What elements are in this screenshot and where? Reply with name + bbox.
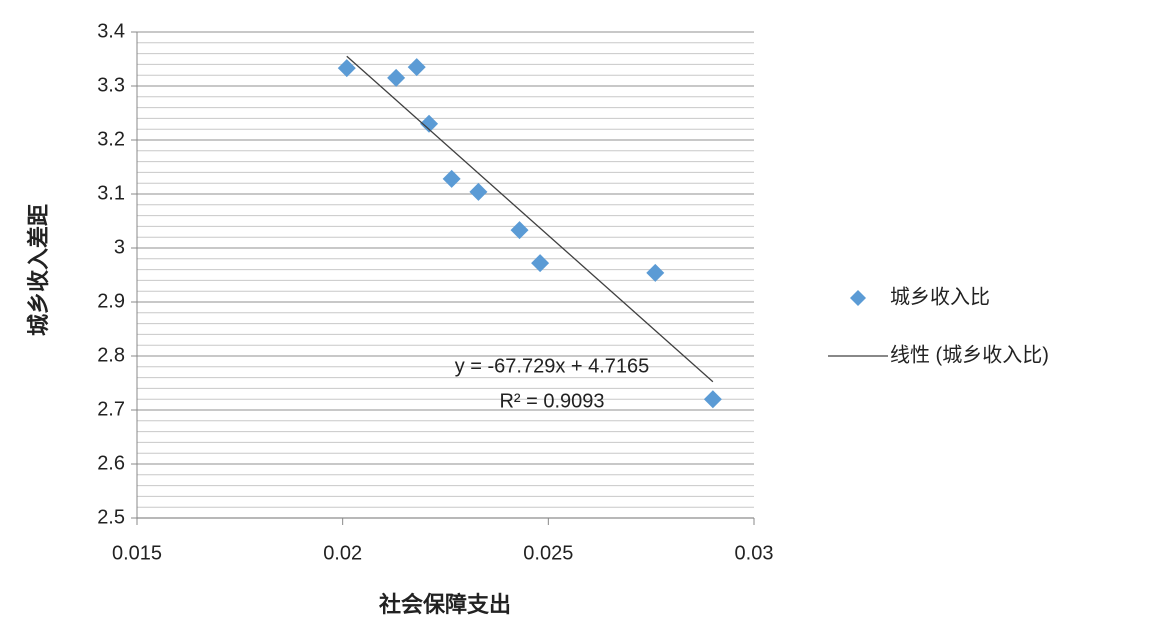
point (337, 59, 356, 78)
y-tick-label: 3 (114, 236, 125, 258)
point (469, 182, 488, 201)
y-tick-label: 2.6 (97, 452, 125, 474)
point (703, 390, 722, 409)
y-tick-label: 3.1 (97, 182, 125, 204)
x-tick-label: 0.02 (323, 542, 362, 564)
trendline (346, 55, 714, 383)
point (531, 254, 550, 273)
y-tick-label: 2.8 (97, 344, 125, 366)
y-tick-label: 2.7 (97, 398, 125, 420)
point (442, 169, 461, 188)
y-tick-label: 3.4 (97, 20, 125, 42)
y-tick-label: 3.3 (97, 74, 125, 96)
point (387, 68, 406, 87)
y-tick-label: 3.2 (97, 128, 125, 150)
y-tick-label: 2.5 (97, 506, 125, 528)
point (407, 58, 426, 77)
legend-label: 线性 (城乡收入比) (890, 343, 1049, 366)
trendline-equation: y = -67.729x + 4.7165 (455, 355, 650, 377)
legend-marker (850, 290, 866, 306)
legend-label: 城乡收入比 (890, 285, 990, 308)
x-tick-label: 0.025 (523, 542, 573, 564)
y-axis-title: 城乡收入差距 (26, 204, 52, 336)
trendline-r2: R² = 0.9093 (499, 390, 604, 412)
x-tick-label: 0.015 (112, 542, 162, 564)
x-tick-label: 0.03 (735, 542, 774, 564)
point (510, 221, 529, 240)
point (420, 114, 439, 133)
x-axis-title: 社会保障支出 (379, 592, 511, 618)
y-tick-label: 2.9 (97, 290, 125, 312)
point (646, 263, 665, 282)
